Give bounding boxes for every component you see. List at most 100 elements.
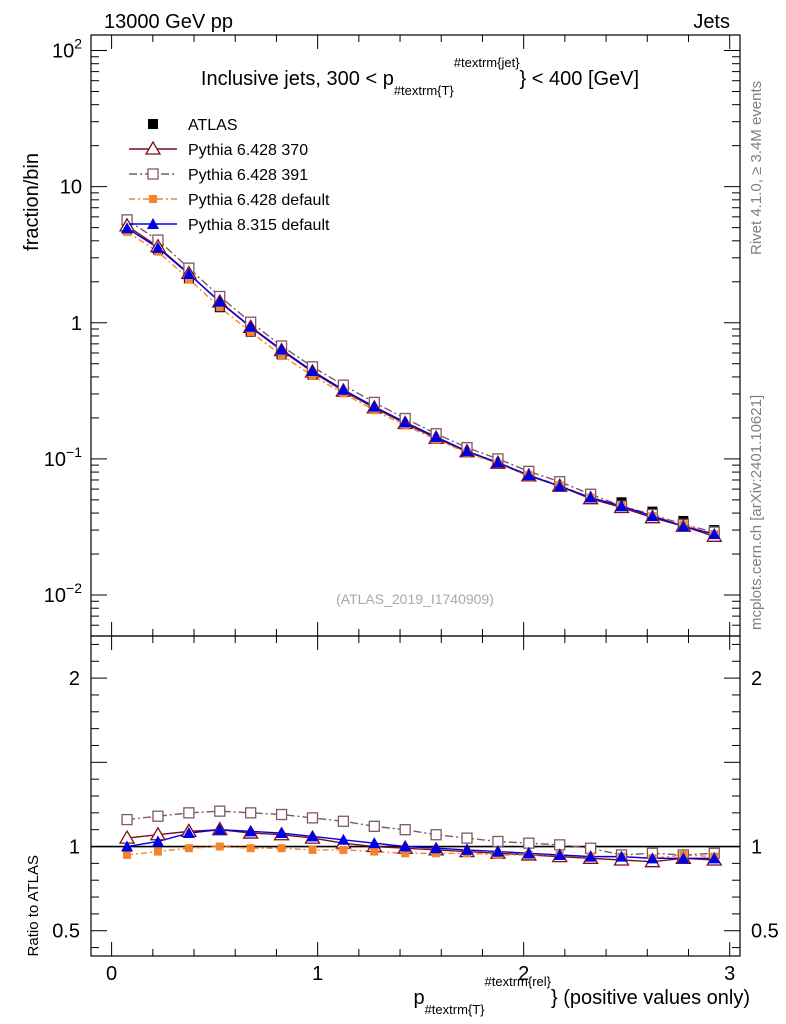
ratio-point-pythia-8-315-default: [275, 827, 288, 839]
y-tick-label: 1: [71, 313, 82, 335]
y-tick-label: 10−1: [44, 444, 82, 471]
plot-title-tail: } < 400 [GeV]: [520, 68, 640, 90]
x-tick-label: 0: [106, 963, 117, 985]
ratio-point-pythia-6-428-default: [246, 844, 255, 853]
ratio-point-pythia-8-315-default: [553, 848, 566, 860]
ratio-point-pythia-6-428-default: [153, 847, 162, 856]
data-point-pythia-8-315-default: [337, 383, 350, 395]
data-point-pythia-8-315-default: [182, 268, 195, 280]
ratio-point-pythia-8-315-default: [244, 825, 257, 837]
ratio-point-pythia-6-428-391: [306, 812, 319, 824]
ratio-point-pythia-8-315-default: [522, 847, 535, 859]
legend-label-pythia-6-428-default: Pythia 6.428 default: [188, 192, 330, 209]
data-point-pythia-6-428-default: [246, 328, 255, 337]
side-label-bottom: mcplots.cern.ch [arXiv:2401.10621]: [748, 395, 765, 630]
y-axis-label-ratio: Ratio to ATLAS: [25, 855, 42, 956]
ratio-point-pythia-8-315-default: [646, 852, 659, 864]
legend: ATLAS Pythia 6.428 370 Pythia 6.428 391 Pyt…: [129, 117, 330, 234]
side-label-top: Rivet 4.1.0, ≥ 3.4M events: [748, 81, 765, 255]
ratio-point-pythia-8-315-default: [151, 835, 164, 847]
ratio-point-pythia-6-428-391: [368, 820, 380, 832]
x-tick-label: 1: [312, 963, 323, 985]
legend-marker-pythia-6-428-default: [149, 195, 157, 203]
ratio-point-pythia-6-428-391: [399, 824, 411, 836]
y-axis-label-main: fraction/bin: [21, 153, 43, 251]
ratio-point-pythia-6-428-391: [214, 805, 226, 817]
y-tick-label: 102: [52, 36, 82, 63]
ratio-point-pythia-8-315-default: [121, 840, 134, 852]
x-tick-label: 2: [518, 963, 529, 985]
axis-ticks: 0 1 2 3 102 10 1 10−1 10−2 0.5 0.5 1 1 2 2: [44, 35, 779, 985]
plot-title-superscript: #textrm{jet}: [454, 55, 520, 70]
ratio-point-pythia-6-428-391: [337, 815, 350, 827]
plot-title-main: Inclusive jets, 300 < p: [201, 68, 394, 90]
data-point-pythia-8-315-default: [244, 320, 257, 332]
legend-label-pythia-6-428-391: Pythia 6.428 391: [188, 167, 308, 184]
legend-marker-pythia-6-428-391: [147, 168, 159, 180]
ratio-point-pythia-6-428-391: [245, 807, 257, 819]
data-point-pythia-8-315-default: [368, 400, 381, 412]
ratio-point-pythia-6-428-391: [152, 810, 164, 822]
ratio-point-pythia-8-315-default: [708, 852, 721, 864]
ratio-y-tick-label: 2: [69, 668, 80, 690]
ratio-point-pythia-6-428-default: [370, 847, 379, 856]
data-point-pythia-8-315-default: [491, 456, 504, 468]
ratio-point-pythia-6-428-default: [215, 842, 224, 851]
ratio-point-pythia-6-428-default: [277, 844, 286, 853]
y-tick-label: 10−2: [44, 580, 82, 607]
ratio-point-pythia-6-428-391: [183, 807, 195, 819]
ratio-y-tick-label-right: 2: [751, 668, 762, 690]
ratio-point-pythia-6-428-default: [184, 844, 193, 853]
ratio-point-pythia-8-315-default: [584, 850, 597, 862]
ratio-y-tick-label: 0.5: [52, 921, 80, 943]
ratio-y-tick-label: 1: [69, 837, 80, 859]
ratio-point-pythia-8-315-default: [213, 823, 226, 835]
data-point-pythia-8-315-default: [306, 365, 319, 377]
data-point-pythia-8-315-default: [461, 445, 474, 457]
data-point-pythia-8-315-default: [151, 241, 164, 253]
ratio-point-pythia-8-315-default: [677, 852, 690, 864]
ratio-point-pythia-6-428-default: [401, 849, 410, 858]
ratio-point-pythia-8-315-default: [399, 840, 412, 852]
ratio-point-pythia-8-315-default: [337, 833, 350, 845]
data-point-pythia-8-315-default: [121, 222, 134, 234]
ratio-point-pythia-6-428-default: [123, 850, 132, 859]
series-markers: [118, 214, 723, 868]
legend-marker-pythia-8-315-default: [147, 218, 159, 229]
ratio-point-pythia-6-428-default: [308, 845, 317, 854]
data-point-pythia-8-315-default: [708, 528, 721, 540]
ratio-point-pythia-6-428-default: [432, 849, 441, 858]
legend-marker-pythia-6-428-370: [144, 140, 162, 155]
data-point-pythia-6-428-default: [184, 275, 193, 284]
x-axis-label-subscript: #textrm{T}: [425, 1002, 486, 1017]
data-point-pythia-6-428-default: [277, 351, 286, 360]
data-point-pythia-8-315-default: [522, 469, 535, 481]
data-point-pythia-8-315-default: [677, 520, 690, 532]
data-point-pythia-8-315-default: [646, 510, 659, 522]
ratio-point-pythia-6-428-391: [461, 832, 473, 844]
data-point-pythia-8-315-default: [584, 491, 597, 503]
ratio-y-tick-label-right: 0.5: [751, 921, 779, 943]
y-tick-label: 10: [60, 177, 82, 199]
ratio-point-pythia-8-315-default: [615, 850, 628, 862]
legend-label-pythia-8-315-default: Pythia 8.315 default: [188, 217, 330, 234]
data-point-pythia-8-315-default: [213, 295, 226, 307]
plot-title: Inclusive jets, 300 < p#textrm{T} #textrm…: [201, 55, 639, 98]
ratio-point-pythia-8-315-default: [461, 843, 474, 855]
ratio-point-pythia-6-428-391: [121, 813, 133, 826]
data-point-pythia-8-315-default: [430, 430, 443, 442]
x-axis-label: p#textrm{T} #textrm{rel}} (positive value…: [413, 974, 750, 1017]
ratio-point-pythia-8-315-default: [491, 845, 504, 857]
ratio-point-pythia-8-315-default: [368, 837, 381, 849]
header-right: Jets: [693, 11, 730, 33]
data-point-pythia-8-315-default: [275, 343, 288, 355]
ratio-point-pythia-8-315-default: [306, 830, 319, 842]
ratio-point-pythia-6-428-391: [275, 808, 288, 821]
ratio-point-pythia-8-315-default: [430, 842, 443, 854]
x-axis-label-tail: } (positive values only): [551, 987, 750, 1009]
ratio-point-pythia-6-428-default: [339, 845, 348, 854]
ratio-point-pythia-8-315-default: [182, 827, 195, 839]
plot-title-subscript: #textrm{T}: [394, 83, 455, 98]
